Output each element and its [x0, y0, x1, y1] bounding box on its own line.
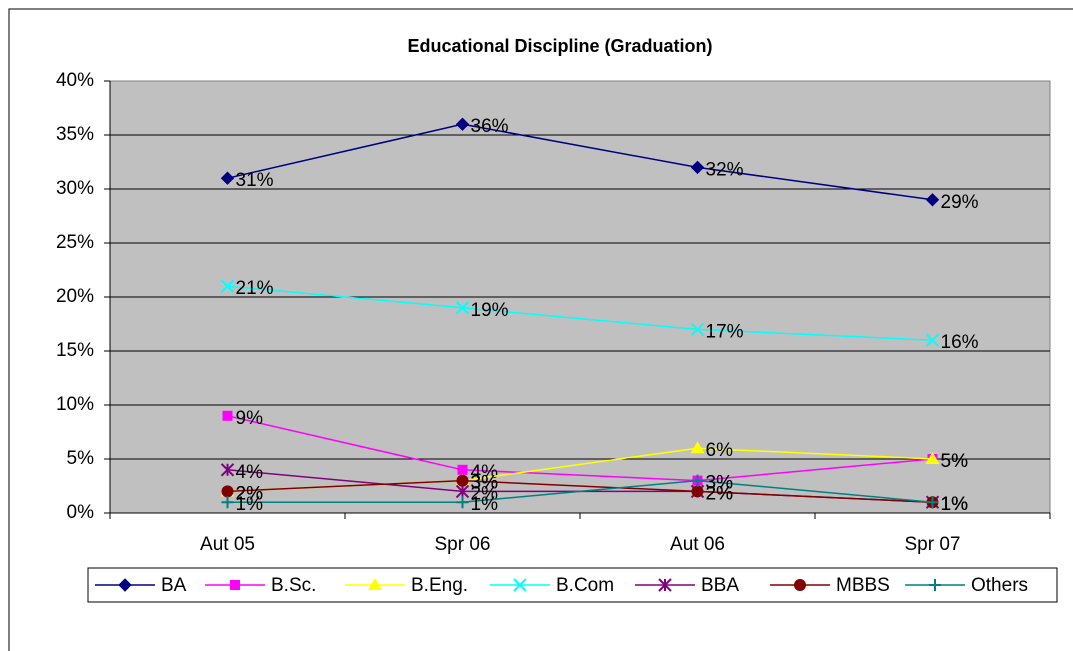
data-label: 1% — [236, 494, 264, 515]
chart-title: Educational Discipline (Graduation) — [407, 36, 712, 56]
y-tick-label: 35% — [56, 124, 94, 145]
marker — [794, 579, 806, 591]
data-label: 1% — [941, 494, 969, 515]
data-label: 2% — [706, 483, 734, 504]
data-label: 9% — [236, 408, 264, 429]
data-label: 21% — [236, 278, 274, 299]
legend-label: MBBS — [836, 575, 890, 596]
series-line — [227, 123, 933, 201]
legend-label: BBA — [701, 575, 739, 596]
data-label: 2% — [236, 483, 264, 504]
marker — [926, 496, 939, 509]
marker — [925, 193, 940, 207]
marker — [455, 301, 470, 315]
marker — [456, 496, 469, 509]
marker — [221, 496, 234, 509]
marker — [690, 441, 705, 454]
marker — [658, 578, 672, 592]
series-line — [227, 285, 933, 341]
marker — [925, 452, 940, 464]
x-tick-label: Aut 06 — [670, 534, 725, 555]
marker — [456, 474, 469, 487]
x-tick-label: Spr 06 — [435, 534, 491, 555]
marker — [690, 322, 705, 337]
y-tick-label: 5% — [67, 448, 95, 469]
legend-label: B.Sc. — [271, 575, 316, 596]
legend-label: Others — [971, 575, 1028, 596]
marker — [457, 464, 468, 475]
data-label: 31% — [236, 170, 274, 191]
data-label: 5% — [941, 451, 969, 472]
y-tick-label: 25% — [56, 232, 94, 253]
x-tick-label: Spr 07 — [905, 534, 961, 555]
marker — [220, 171, 235, 185]
data-label: 3% — [471, 473, 499, 494]
marker — [455, 117, 470, 131]
marker — [222, 410, 233, 421]
data-label: 32% — [706, 159, 744, 180]
marker — [691, 474, 704, 487]
data-label: 4% — [471, 462, 499, 483]
data-label: 17% — [706, 321, 744, 342]
series-line — [227, 415, 933, 482]
series-line — [227, 479, 933, 503]
legend-label: B.Eng. — [411, 575, 468, 596]
marker — [925, 333, 940, 347]
data-label: 36% — [471, 116, 509, 137]
data-label: 2% — [706, 483, 734, 504]
marker — [455, 484, 470, 499]
marker — [221, 485, 234, 498]
data-label: 3% — [706, 473, 734, 494]
data-label: 1% — [471, 494, 499, 515]
marker — [691, 485, 704, 498]
series-line — [227, 479, 933, 503]
data-label: 4% — [236, 462, 264, 483]
y-tick-label: 10% — [56, 394, 94, 415]
data-label: 19% — [471, 300, 509, 321]
data-label: 3% — [471, 473, 499, 494]
data-label: 29% — [941, 192, 979, 213]
marker — [690, 160, 705, 175]
y-tick-label: 20% — [56, 286, 94, 307]
x-tick-label: Aut 05 — [200, 534, 255, 555]
legend-label: BA — [161, 575, 187, 596]
marker — [368, 578, 382, 590]
data-label: 16% — [941, 332, 979, 353]
data-label: 1% — [941, 494, 969, 515]
marker — [929, 579, 941, 591]
marker — [220, 279, 235, 293]
chart-frame — [8, 8, 1073, 651]
data-label: 2% — [236, 483, 264, 504]
y-tick-label: 0% — [67, 502, 95, 523]
marker — [118, 578, 132, 592]
data-label: 6% — [706, 440, 734, 461]
y-tick-label: 15% — [56, 340, 94, 361]
data-label: 5% — [941, 451, 969, 472]
y-tick-label: 40% — [56, 70, 94, 91]
data-label: 1% — [941, 494, 969, 515]
marker — [220, 463, 235, 477]
y-tick-label: 30% — [56, 178, 94, 199]
marker — [230, 580, 240, 590]
marker — [513, 578, 527, 592]
legend-label: B.Com — [556, 575, 614, 596]
